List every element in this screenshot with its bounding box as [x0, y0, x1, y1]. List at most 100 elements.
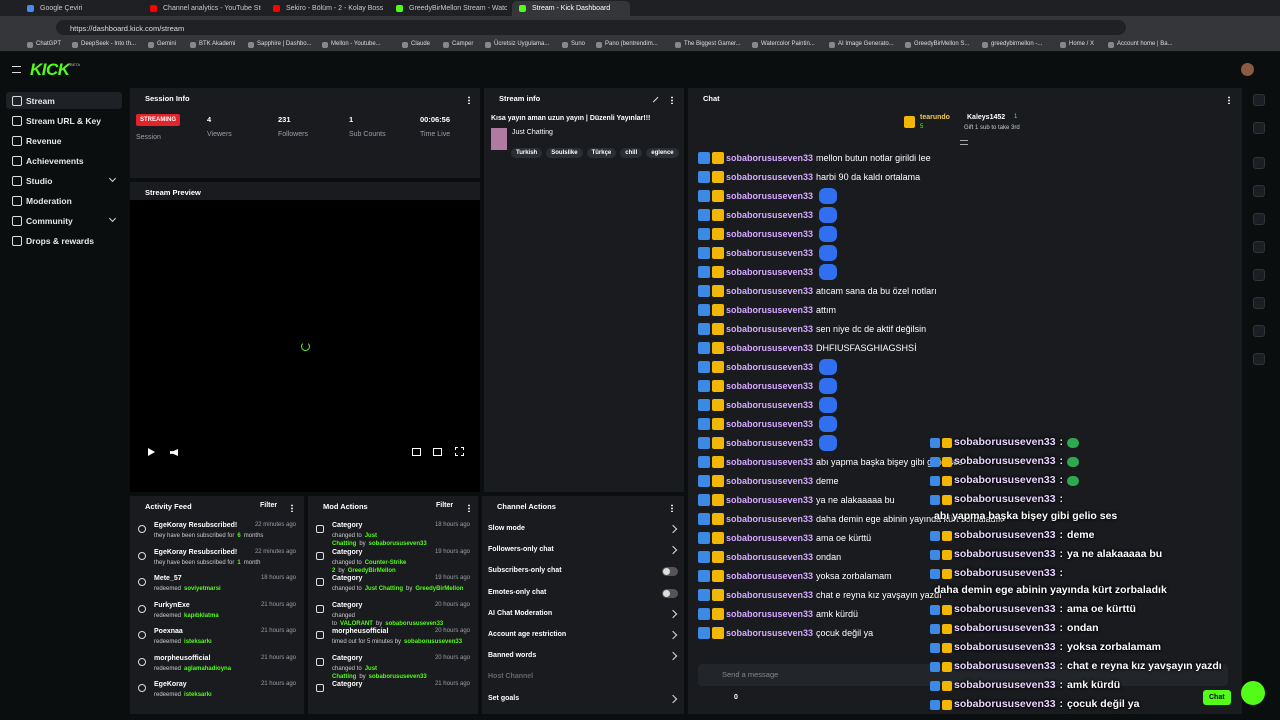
bookmark[interactable]: BTK Akademi	[190, 41, 235, 48]
nav-item[interactable]: Achievements	[6, 152, 122, 169]
bookmark[interactable]: greedybirmellon -...	[982, 41, 1042, 48]
pip-button[interactable]	[412, 448, 421, 456]
chat-user[interactable]: sobaborususeven33	[726, 361, 814, 372]
chat-user[interactable]: sobaborususeven33	[726, 285, 814, 296]
nav-item[interactable]: Moderation	[6, 192, 122, 209]
chat-user[interactable]: sobaborususeven33	[726, 323, 814, 334]
tag[interactable]: Turkish	[511, 148, 543, 158]
tag[interactable]: chill	[620, 148, 643, 158]
menu-dots[interactable]	[291, 504, 293, 512]
rail-button[interactable]	[1253, 353, 1265, 365]
logo[interactable]: KICK	[30, 60, 70, 79]
action-icon[interactable]	[668, 609, 678, 619]
chat-user[interactable]: sobaborususeven33	[726, 608, 814, 619]
bookmark[interactable]: The Biggest Gamer...	[675, 41, 741, 48]
rail-button[interactable]	[1253, 241, 1265, 253]
bookmark[interactable]: Claude	[402, 41, 430, 48]
help-button[interactable]	[1241, 681, 1265, 705]
bookmark[interactable]: Ücretsiz Uygulama...	[485, 41, 549, 48]
chat-user[interactable]: sobaborususeven33	[726, 494, 814, 505]
bookmark[interactable]: Home / X	[1060, 41, 1094, 48]
rail-button[interactable]	[1253, 325, 1265, 337]
browser-tab[interactable]: Google Çeviri	[20, 1, 138, 16]
chat-user[interactable]: sobaborususeven33	[726, 627, 814, 638]
menu-icon[interactable]	[12, 66, 21, 73]
action-toggle[interactable]	[662, 588, 678, 598]
chat-user[interactable]: sobaborususeven33	[726, 551, 814, 562]
action-chevron[interactable]	[668, 545, 678, 555]
rail-button[interactable]	[1253, 185, 1265, 197]
rail-button[interactable]	[1253, 213, 1265, 225]
video-player[interactable]	[130, 200, 480, 492]
browser-tab[interactable]: GreedyBirMellon Stream - Watch Live	[389, 1, 507, 16]
tag[interactable]: Soulslike	[546, 148, 583, 158]
rail-button[interactable]	[1253, 157, 1265, 169]
action-label[interactable]: Banned words	[488, 652, 537, 660]
action-label[interactable]: Slow mode	[488, 525, 525, 532]
chat-user[interactable]: sobaborususeven33	[726, 209, 814, 220]
bookmark[interactable]: Gemini	[148, 41, 176, 48]
bookmark[interactable]: Account home | Ba...	[1108, 41, 1173, 48]
rail-button[interactable]	[1253, 297, 1265, 309]
chat-user[interactable]: sobaborususeven33	[726, 228, 814, 239]
chat-user[interactable]: sobaborususeven33	[726, 247, 814, 258]
bookmark[interactable]: Watercolor Paintin...	[752, 41, 815, 48]
chat-user[interactable]: sobaborususeven33	[726, 475, 814, 486]
browser-tab[interactable]: Channel analytics - YouTube Studio	[143, 1, 261, 16]
menu-dots[interactable]	[671, 96, 673, 104]
menu-dots[interactable]	[671, 504, 673, 512]
bookmark[interactable]: ChatGPT	[27, 41, 61, 48]
avatar[interactable]	[1241, 63, 1254, 76]
action-chevron[interactable]	[668, 630, 678, 640]
gifter-name[interactable]: tearundo	[920, 114, 950, 121]
menu-dots[interactable]	[1228, 96, 1230, 104]
play-button[interactable]	[148, 448, 155, 456]
browser-tab[interactable]: Sekiro - Bölüm - 2 - Kolay Boss ?!	[266, 1, 384, 16]
nav-item[interactable]: Studio	[6, 172, 122, 189]
rail-button[interactable]	[1253, 269, 1265, 281]
bookmark[interactable]: Pano (bentrendim...	[596, 41, 658, 48]
action-toggle[interactable]	[662, 567, 678, 577]
gifter-name[interactable]: Kaleys1452	[967, 114, 1006, 121]
chat-user[interactable]: sobaborususeven33	[726, 342, 814, 353]
action-chevron[interactable]	[668, 524, 678, 534]
chat-user[interactable]: sobaborususeven33	[726, 171, 814, 182]
tag[interactable]: Türkçe	[586, 148, 617, 158]
gift-prompt[interactable]: Gift 1 sub to take 3rd	[964, 125, 1020, 131]
chat-user[interactable]: sobaborususeven33	[726, 399, 814, 410]
filter-button[interactable]: Filter	[260, 502, 278, 509]
bookmark[interactable]: DeepSeek - Into th...	[72, 41, 136, 48]
bookmark[interactable]: Sapphire | Dashbo...	[248, 41, 312, 48]
action-label[interactable]: Subscribers-only chat	[488, 567, 562, 575]
bookmark[interactable]: AI Image Generato...	[829, 41, 894, 48]
chat-input[interactable]: Send a message	[698, 664, 1228, 686]
rail-button[interactable]	[1253, 94, 1265, 106]
bookmark[interactable]: Suno	[562, 41, 585, 48]
chat-user[interactable]: sobaborususeven33	[726, 456, 814, 467]
action-label[interactable]: Followers-only chat	[488, 546, 554, 554]
browser-tab[interactable]: Stream - Kick Dashboard	[512, 1, 630, 16]
theater-button[interactable]	[433, 448, 442, 456]
chat-user[interactable]: sobaborususeven33	[726, 418, 814, 429]
action-chevron[interactable]	[668, 694, 678, 703]
menu-dots[interactable]	[468, 96, 470, 104]
nav-item[interactable]: Stream URL & Key	[6, 112, 122, 129]
action-label[interactable]: Set goals	[488, 694, 520, 702]
category[interactable]: Just Chatting	[512, 129, 553, 136]
chat-user[interactable]: sobaborususeven33	[726, 437, 814, 448]
bookmark[interactable]: Camper	[443, 41, 473, 48]
action-label[interactable]: Account age restriction	[488, 631, 567, 638]
send-button[interactable]: Chat	[1203, 690, 1231, 705]
fullscreen-button[interactable]	[455, 447, 464, 456]
url-field[interactable]: https://dashboard.kick.com/stream	[56, 20, 1126, 35]
chat-user[interactable]: sobaborususeven33	[726, 532, 814, 543]
action-chevron[interactable]	[668, 651, 678, 661]
chat-user[interactable]: sobaborususeven33	[726, 190, 814, 201]
action-label[interactable]: AI Chat Moderation	[488, 609, 553, 617]
chat-user[interactable]: sobaborususeven33	[726, 304, 814, 315]
collapse-icon[interactable]	[960, 140, 968, 145]
nav-item[interactable]: Stream	[6, 92, 122, 109]
action-label[interactable]: Emotes-only chat	[488, 588, 547, 596]
nav-item[interactable]: Drops & rewards	[6, 232, 122, 249]
rail-button[interactable]	[1253, 122, 1265, 134]
